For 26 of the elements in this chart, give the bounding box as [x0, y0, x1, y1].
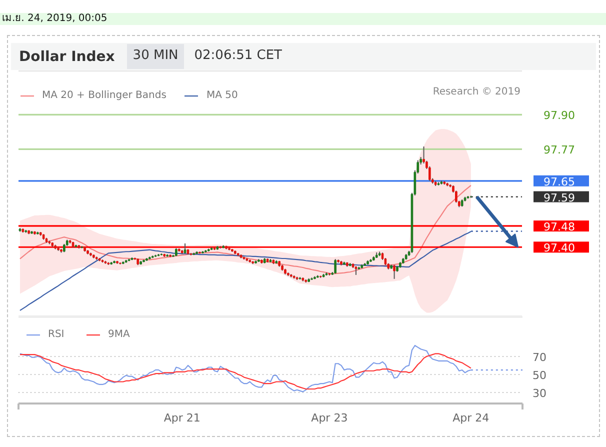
- y-tick-label: 97.59: [544, 191, 575, 204]
- y-tick-label: 30: [532, 387, 546, 400]
- candlestick: [184, 242, 186, 254]
- y-tick-label: 70: [532, 350, 546, 364]
- line-series: [19, 353, 472, 390]
- text: เม.ย. 24, 2019, 00:05: [0, 13, 606, 25]
- y-tick-label: 50: [532, 369, 546, 382]
- legend-label: MA 20 + Bollinger Bands: [42, 90, 166, 101]
- candlestick: [393, 264, 396, 280]
- chart-title: Dollar Index: [19, 48, 115, 66]
- y-tick-label: 97.48: [544, 220, 575, 234]
- y-tick-label: 97.40: [544, 242, 575, 255]
- legend-label: MA 50: [206, 90, 238, 101]
- text: 02:06:51 CET: [194, 47, 282, 66]
- y-tick-label: 97.90: [544, 109, 575, 122]
- y-tick-label: 97.77: [544, 144, 575, 157]
- x-tick-label: Apr 23: [311, 412, 348, 424]
- chart-subtitle: 30 MIN: [126, 44, 184, 69]
- annotation: Research © 2019: [432, 86, 521, 98]
- candlestick: [334, 258, 337, 274]
- x-tick-label: Apr 21: [164, 412, 200, 424]
- legend-label: 9MA: [108, 329, 130, 340]
- x-tick-label: Apr 24: [452, 412, 490, 424]
- y-tick-label: 97.65: [544, 175, 575, 188]
- line-series: [19, 184, 472, 274]
- legend-label: RSI: [48, 329, 66, 340]
